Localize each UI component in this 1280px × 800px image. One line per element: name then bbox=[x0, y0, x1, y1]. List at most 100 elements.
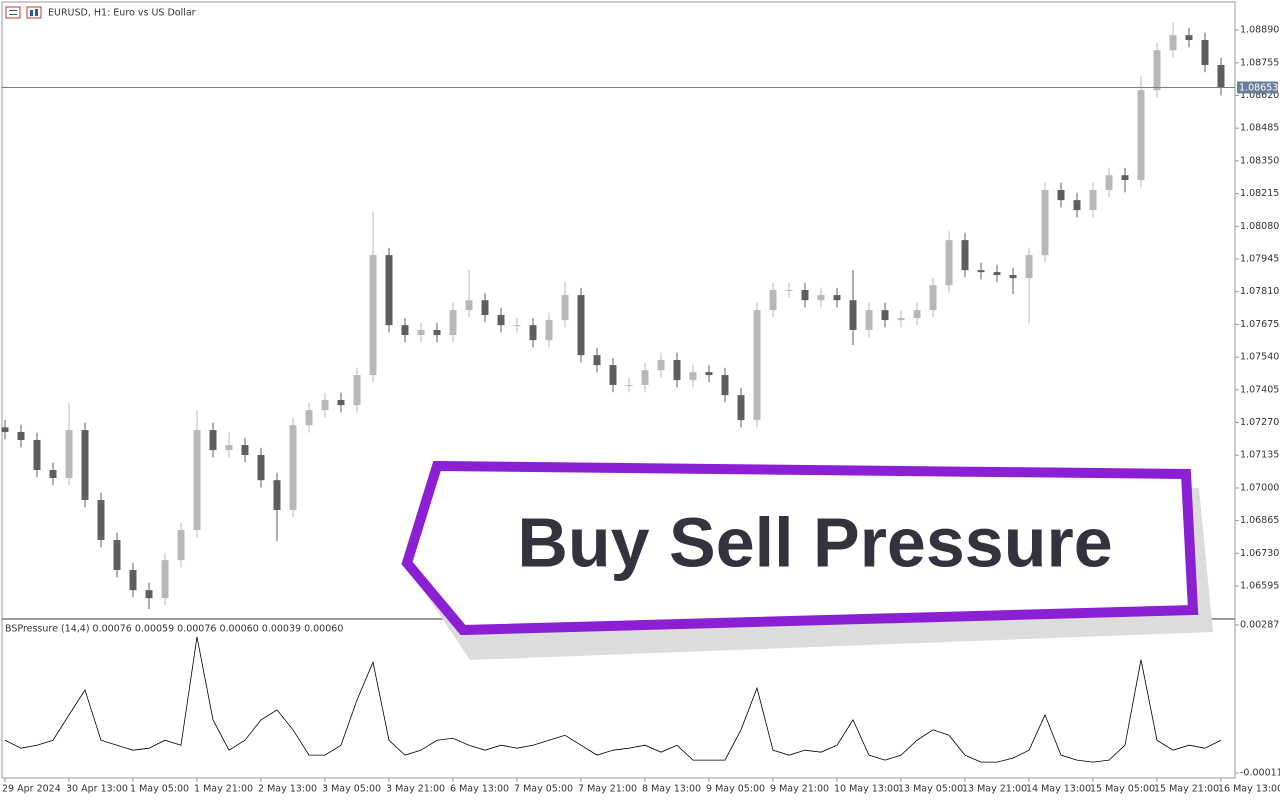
y-tick-label: 1.08755 bbox=[1240, 57, 1279, 68]
candle-body bbox=[321, 399, 329, 411]
x-tick-label: 1 May 21:00 bbox=[194, 784, 253, 795]
x-tick-label: 7 May 05:00 bbox=[514, 784, 573, 795]
y-tick-label: 1.08350 bbox=[1240, 155, 1279, 166]
x-tick-label: 3 May 05:00 bbox=[322, 784, 381, 795]
candle-body bbox=[385, 255, 393, 326]
candle-body bbox=[737, 395, 745, 421]
y-tick-label: -0.00011 bbox=[1240, 768, 1280, 779]
icon-bar bbox=[35, 9, 38, 16]
candle-body bbox=[49, 469, 57, 478]
candle-body bbox=[353, 375, 361, 406]
candle-body bbox=[65, 430, 73, 478]
candle-body bbox=[449, 310, 457, 336]
y-tick-label: 1.08890 bbox=[1240, 25, 1279, 36]
x-tick-label: 14 May 13:00 bbox=[1026, 784, 1091, 795]
candle-body bbox=[865, 310, 873, 330]
price-label: 1.08653 bbox=[1239, 83, 1278, 94]
indicator-title: BSPressure (14,4) 0.00076 0.00059 0.0007… bbox=[5, 624, 343, 635]
candle-body bbox=[113, 540, 121, 571]
banner: Buy Sell Pressure bbox=[401, 460, 1213, 660]
banner-box bbox=[401, 460, 1199, 636]
y-tick-label: 1.07135 bbox=[1240, 450, 1279, 461]
candle-body bbox=[1121, 175, 1129, 181]
candle-body bbox=[529, 325, 537, 341]
y-tick-label: 1.07945 bbox=[1240, 254, 1279, 265]
candle-body bbox=[785, 290, 793, 292]
x-tick-label: 6 May 13:00 bbox=[450, 784, 509, 795]
x-tick-label: 8 May 13:00 bbox=[642, 784, 701, 795]
candle-body bbox=[993, 272, 1001, 275]
price-label-box bbox=[1237, 81, 1278, 94]
candle-body bbox=[545, 320, 553, 341]
candle-body bbox=[977, 270, 985, 273]
candle-body bbox=[1201, 40, 1209, 65]
candle-body bbox=[305, 410, 313, 426]
candle-body bbox=[433, 329, 441, 336]
candle-body bbox=[961, 240, 969, 271]
banner-title: Buy Sell Pressure bbox=[517, 503, 1112, 581]
candle-body bbox=[1, 427, 9, 432]
candle-body bbox=[1073, 200, 1081, 211]
candle-body bbox=[1009, 274, 1017, 279]
candle-body bbox=[1041, 189, 1049, 256]
y-tick-label: 0.00287 bbox=[1240, 619, 1279, 630]
candle-body bbox=[801, 290, 809, 301]
candle-body bbox=[641, 370, 649, 385]
x-tick-label: 15 May 21:00 bbox=[1154, 784, 1219, 795]
candle-body bbox=[273, 480, 281, 510]
candle-body bbox=[913, 310, 921, 319]
x-tick-label: 9 May 21:00 bbox=[770, 784, 829, 795]
plot: 1.08890 1.08755 1.08620 1.08485 1.08350 1.082… bbox=[1, 22, 1280, 795]
candle-body bbox=[1153, 50, 1161, 91]
candle-body bbox=[289, 425, 297, 510]
candle-body bbox=[721, 375, 729, 396]
candle-body bbox=[161, 560, 169, 599]
candle-body bbox=[1057, 189, 1065, 201]
candle-body bbox=[1185, 35, 1193, 41]
candle-body bbox=[929, 285, 937, 311]
x-tick-label: 15 May 05:00 bbox=[1090, 784, 1155, 795]
x-tick-label: 16 May 13:00 bbox=[1218, 784, 1280, 795]
candle-body bbox=[673, 360, 681, 381]
y-tick-label: 1.07405 bbox=[1240, 384, 1279, 395]
candle-body bbox=[177, 530, 185, 561]
candle-body bbox=[465, 300, 473, 311]
candle-body bbox=[833, 295, 841, 301]
x-tick-label: 13 May 21:00 bbox=[962, 784, 1027, 795]
candle-body bbox=[97, 500, 105, 541]
candle-body bbox=[817, 295, 825, 301]
y-tick-label: 1.07675 bbox=[1240, 319, 1279, 330]
toolbar-icons bbox=[5, 6, 42, 19]
candle-body bbox=[689, 372, 697, 381]
candle-body bbox=[1169, 35, 1177, 51]
candle-body bbox=[609, 365, 617, 385]
x-tick-label: 30 Apr 13:00 bbox=[66, 784, 128, 795]
x-tick-label: 7 May 21:00 bbox=[578, 784, 637, 795]
y-tick-label: 1.08215 bbox=[1240, 188, 1279, 199]
x-tick-label: 10 May 13:00 bbox=[834, 784, 899, 795]
candle-body bbox=[193, 430, 201, 531]
y-tick-label: 1.07270 bbox=[1240, 417, 1279, 428]
candle-body bbox=[81, 430, 89, 501]
y-tick-label: 1.07540 bbox=[1240, 352, 1279, 363]
candle-body bbox=[561, 295, 569, 321]
candle-body bbox=[1025, 255, 1033, 279]
x-tick-label: 2 May 13:00 bbox=[258, 784, 317, 795]
candle-body bbox=[417, 329, 425, 336]
candle-body bbox=[225, 445, 233, 451]
candle-body bbox=[17, 431, 25, 440]
y-tick-label: 1.08485 bbox=[1240, 123, 1279, 134]
candle-body bbox=[257, 454, 265, 481]
y-tick-label: 1.06730 bbox=[1240, 548, 1279, 559]
candle-body bbox=[945, 240, 953, 286]
candle-body bbox=[1105, 175, 1113, 190]
icon bbox=[26, 6, 42, 19]
candle-body bbox=[1137, 90, 1145, 181]
candle-body bbox=[337, 399, 345, 406]
x-tick-label: 3 May 21:00 bbox=[386, 784, 445, 795]
candle-body bbox=[881, 310, 889, 321]
candle-body bbox=[897, 318, 905, 321]
x-tick-label: 9 May 05:00 bbox=[706, 784, 765, 795]
